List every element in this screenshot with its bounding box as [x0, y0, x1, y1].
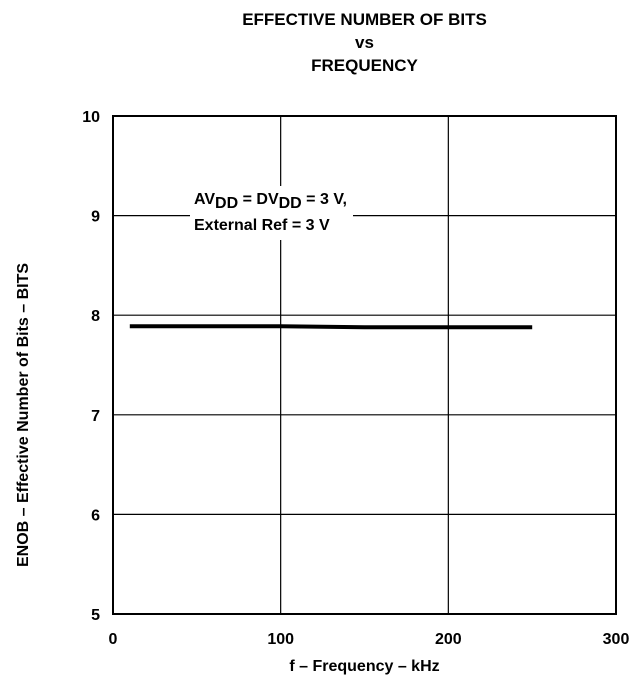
annotation-line-1: AVDD = DVDD = 3 V, [194, 191, 347, 212]
title-line-1: EFFECTIVE NUMBER OF BITS [242, 10, 487, 29]
y-tick-label: 7 [91, 408, 100, 425]
x-tick-label: 100 [267, 631, 294, 648]
x-tick-label: 0 [109, 631, 118, 648]
y-tick-label: 8 [91, 308, 100, 325]
x-tick-label: 300 [603, 631, 630, 648]
chart-title: EFFECTIVE NUMBER OF BITS vs FREQUENCY [113, 8, 616, 77]
annotation-line-2: External Ref = 3 V [194, 217, 330, 234]
tick-labels: 0 100 200 300 5 6 7 8 9 10 [82, 109, 629, 648]
y-tick-label: 5 [91, 607, 100, 624]
series-line [129, 324, 533, 330]
x-axis-label: f – Frequency – kHz [289, 658, 440, 675]
plot-frame [112, 115, 617, 615]
series-layer [129, 324, 533, 330]
y-tick-label: 10 [82, 109, 100, 126]
y-tick-label: 9 [91, 209, 100, 226]
chart-annotation: AVDD = DVDD = 3 V, External Ref = 3 V [190, 186, 353, 240]
x-tick-label: 200 [435, 631, 462, 648]
title-line-2: vs [355, 33, 374, 52]
y-tick-label: 6 [91, 507, 100, 524]
title-line-3: FREQUENCY [311, 56, 418, 75]
grid-lines [113, 116, 616, 614]
